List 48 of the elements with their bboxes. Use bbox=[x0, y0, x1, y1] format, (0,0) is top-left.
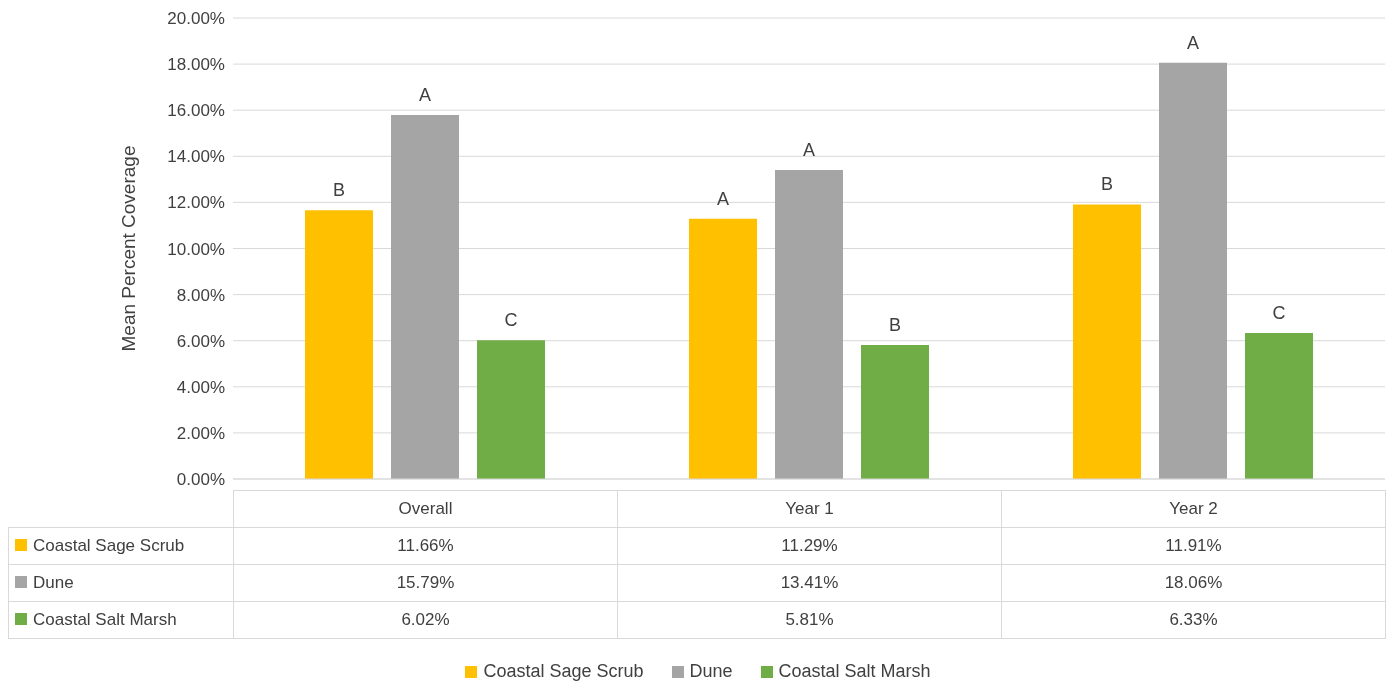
y-tick-label: 20.00% bbox=[167, 9, 225, 29]
y-tick-label: 4.00% bbox=[176, 377, 225, 397]
data-label: 13.41% bbox=[617, 564, 1002, 602]
text: Coastal Sage Scrub bbox=[483, 661, 644, 681]
text: Dune bbox=[33, 573, 74, 592]
bar bbox=[1245, 333, 1313, 479]
annotation: A bbox=[802, 139, 816, 160]
annotation: B bbox=[1100, 174, 1114, 195]
annotation: B bbox=[888, 315, 902, 336]
bar bbox=[861, 345, 929, 479]
y-tick-label: 16.00% bbox=[167, 101, 225, 121]
bar bbox=[775, 169, 843, 479]
y-tick-label: 6.00% bbox=[176, 331, 225, 351]
data-label: 6.02% bbox=[233, 601, 618, 639]
x-tick-label: Year 2 bbox=[1001, 490, 1386, 528]
data-label: 6.33% bbox=[1001, 601, 1386, 639]
data-label: 11.29% bbox=[617, 527, 1002, 565]
y-tick-label: 12.00% bbox=[167, 193, 225, 213]
legend-label: Coastal Sage Scrub bbox=[8, 527, 234, 565]
y-axis-title: Mean Percent Coverage bbox=[117, 145, 139, 352]
bar bbox=[391, 115, 459, 479]
annotation: C bbox=[504, 310, 518, 331]
y-tick-label: 2.00% bbox=[176, 423, 225, 443]
y-tick-label: 14.00% bbox=[167, 147, 225, 167]
legend-label: Coastal Salt Marsh bbox=[777, 661, 931, 682]
data-label: 5.81% bbox=[617, 601, 1002, 639]
annotation: B bbox=[332, 180, 346, 201]
annotation: A bbox=[716, 188, 730, 209]
bar bbox=[689, 218, 757, 479]
x-tick-label: Overall bbox=[233, 490, 618, 528]
data-label: 15.79% bbox=[233, 564, 618, 602]
data-label: 11.66% bbox=[233, 527, 618, 565]
y-tick-label: 8.00% bbox=[176, 285, 225, 305]
bar bbox=[1073, 204, 1141, 479]
y-tick-label: 10.00% bbox=[167, 239, 225, 259]
bar bbox=[1159, 62, 1227, 479]
data-label: 18.06% bbox=[1001, 564, 1386, 602]
bar bbox=[477, 340, 545, 479]
bar bbox=[305, 210, 373, 479]
text: Coastal Salt Marsh bbox=[33, 610, 177, 629]
y-tick-label: 18.00% bbox=[167, 55, 225, 75]
annotation: A bbox=[418, 85, 432, 106]
data-label: 11.91% bbox=[1001, 527, 1386, 565]
y-tick-label: 0.00% bbox=[176, 470, 225, 490]
legend-label: Dune bbox=[688, 661, 733, 682]
x-tick-label: Year 1 bbox=[617, 490, 1002, 528]
annotation: C bbox=[1272, 303, 1286, 324]
annotation: A bbox=[1186, 32, 1200, 53]
